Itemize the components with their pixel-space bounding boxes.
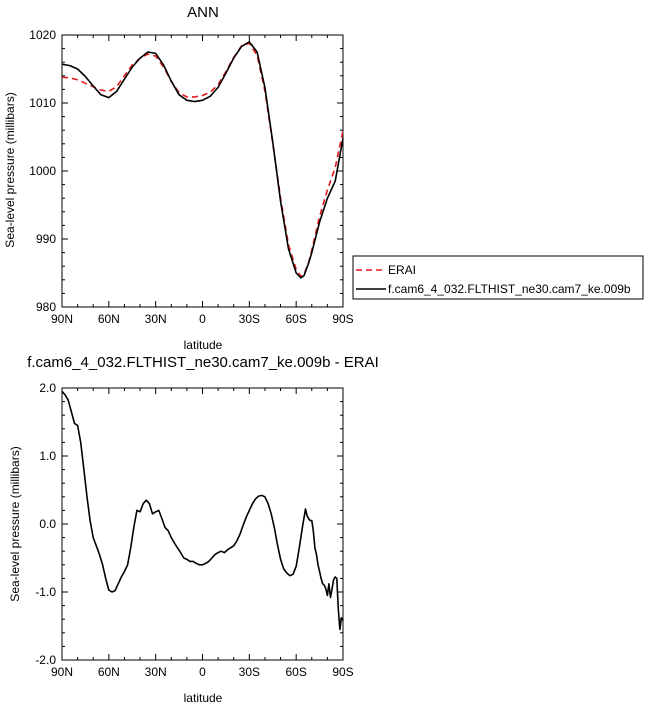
legend: ERAI f.cam6_4_032.FLTHIST_ne30.cam7_ke.00… xyxy=(352,255,644,300)
bottom-chart-y-tick-label: -2.0 xyxy=(35,653,56,667)
top-chart-series-line-0 xyxy=(61,42,344,278)
top-chart-y-axis-label: Sea-level pressure (millibars) xyxy=(3,92,17,247)
top-chart-plot-frame xyxy=(61,34,344,308)
bottom-chart-x-tick-label: 90N xyxy=(51,665,73,679)
bottom-chart-series-line-0 xyxy=(61,390,344,631)
bottom-chart-plot-frame xyxy=(61,387,344,661)
top-chart-x-tick-label: 60S xyxy=(285,312,306,326)
bottom-chart-x-tick-label: 90S xyxy=(332,665,353,679)
top-chart-y-tick-label: 1010 xyxy=(29,96,56,110)
legend-label-0: ERAI xyxy=(388,263,416,277)
top-chart-x-tick-label: 90N xyxy=(51,312,73,326)
bottom-chart-y-tick-label: 2.0 xyxy=(39,381,56,395)
top-chart-x-tick-label: 30S xyxy=(239,312,260,326)
top-chart-y-tick-label: 980 xyxy=(36,300,56,314)
bottom-chart-x-tick-label: 60S xyxy=(285,665,306,679)
bottom-chart-y-axis-label: Sea-level pressure (millibars) xyxy=(8,446,22,601)
bottom-chart-title: f.cam6_4_032.FLTHIST_ne30.cam7_ke.009b -… xyxy=(27,354,379,371)
top-chart-x-tick-label: 60N xyxy=(98,312,120,326)
top-chart-y-tick-label: 1020 xyxy=(29,28,56,42)
bottom-chart-x-tick-label: 30S xyxy=(239,665,260,679)
bottom-chart-y-tick-label: -1.0 xyxy=(35,585,56,599)
top-chart-title: ANN xyxy=(187,4,219,21)
bottom-chart-y-tick-label: 1.0 xyxy=(39,449,56,463)
bottom-chart-x-axis-label: latitude xyxy=(184,691,223,705)
bottom-chart-x-tick-label: 60N xyxy=(98,665,120,679)
bottom-chart: 90N 60N 30N 0 30S 60S 90S -2.0 -1.0 0.0 1.0 2.0 xyxy=(35,381,353,679)
top-chart-y-tick-label: 990 xyxy=(36,232,56,246)
legend-label-1: f.cam6_4_032.FLTHIST_ne30.cam7_ke.009b xyxy=(388,282,631,296)
bottom-chart-x-tick-label: 30N xyxy=(145,665,167,679)
top-chart-x-tick-label: 90S xyxy=(332,312,353,326)
top-chart-x-axis-label: latitude xyxy=(184,338,223,352)
top-chart-y-tick-label: 1000 xyxy=(29,164,56,178)
top-chart-x-tick-label: 0 xyxy=(199,312,206,326)
top-chart: 90N 60N 30N 0 30S 60S 90S 980 990 1000 1010 1020 xyxy=(29,28,353,326)
top-chart-x-tick-label: 30N xyxy=(145,312,167,326)
legend-box xyxy=(352,255,644,300)
top-chart-series-line-1 xyxy=(61,40,344,279)
bottom-chart-y-tick-label: 0.0 xyxy=(39,517,56,531)
bottom-chart-x-tick-label: 0 xyxy=(199,665,206,679)
